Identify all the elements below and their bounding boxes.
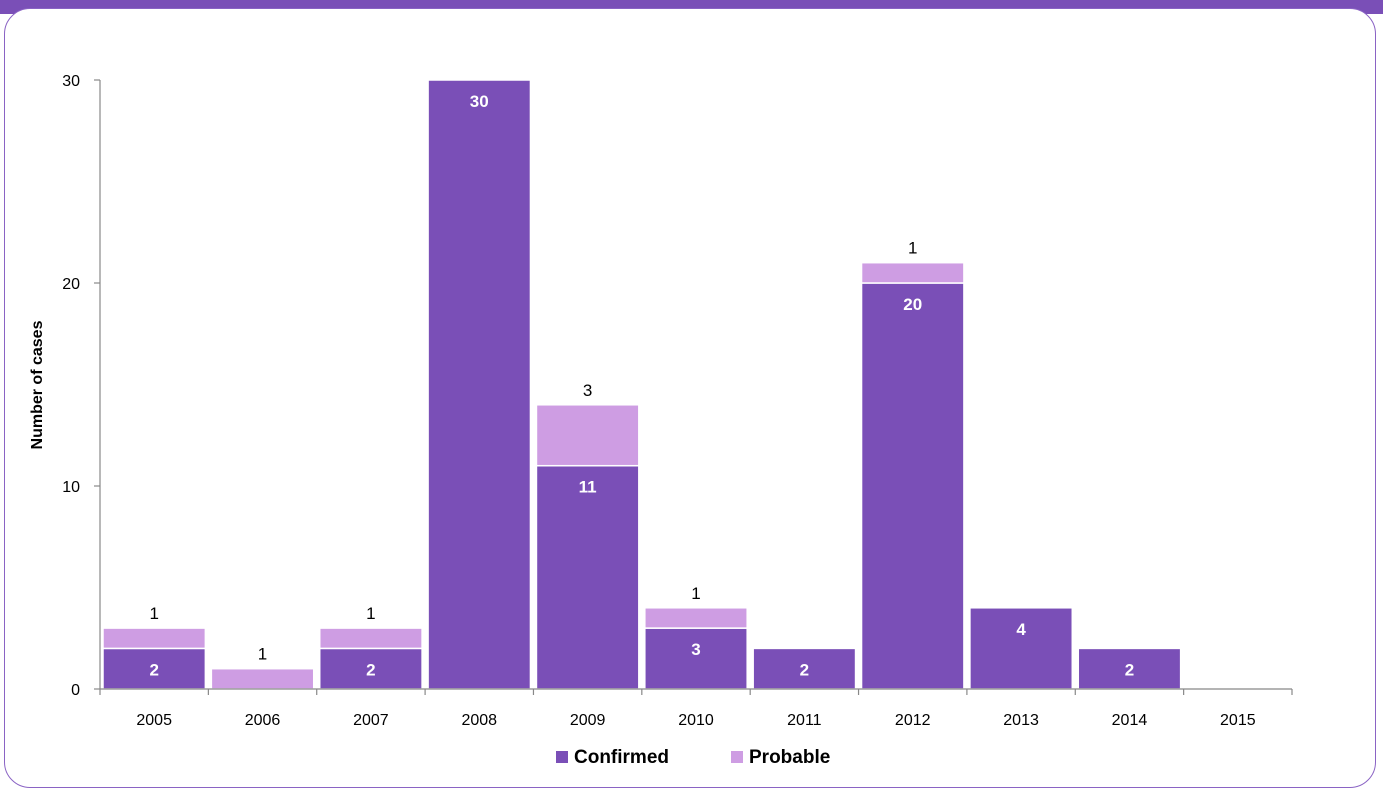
label-confirmed-2011: 2 xyxy=(800,660,809,679)
x-tick-label-2014: 2014 xyxy=(1112,712,1148,729)
label-confirmed-2009: 11 xyxy=(579,478,597,497)
label-confirmed-2010: 3 xyxy=(691,640,700,659)
legend: Confirmed Probable xyxy=(556,747,830,768)
legend-swatch-confirmed xyxy=(556,751,568,763)
y-tick-label-30: 30 xyxy=(62,73,80,90)
bars-layer xyxy=(102,79,1182,690)
legend-label-probable: Probable xyxy=(749,747,830,768)
bar-probable-2005 xyxy=(102,627,207,650)
label-probable-2007: 1 xyxy=(366,604,375,623)
label-confirmed-2014: 2 xyxy=(1125,660,1134,679)
bar-probable-2010 xyxy=(644,607,748,629)
bar-probable-2007 xyxy=(318,627,423,650)
x-tick-label-2011: 2011 xyxy=(787,712,822,729)
label-probable-2005: 1 xyxy=(149,604,158,623)
x-tick-label-2007: 2007 xyxy=(353,712,389,729)
x-tick-label-2015: 2015 xyxy=(1220,712,1256,729)
x-tick-label-2005: 2005 xyxy=(136,712,172,729)
y-tick-label-20: 20 xyxy=(62,276,80,293)
bar-confirmed-2012 xyxy=(860,282,965,690)
bar-confirmed-2014 xyxy=(1077,647,1182,690)
y-tick-label-0: 0 xyxy=(71,682,80,699)
bar-confirmed-2010 xyxy=(644,627,748,690)
bar-probable-2012 xyxy=(860,261,965,284)
x-tick-label-2013: 2013 xyxy=(1003,712,1039,729)
label-probable-2006: 1 xyxy=(258,645,267,664)
bar-probable-2006 xyxy=(210,667,315,690)
label-confirmed-2008: 30 xyxy=(470,92,489,111)
x-tick-label-2008: 2008 xyxy=(461,712,497,729)
x-tick-label-2006: 2006 xyxy=(245,712,281,729)
label-confirmed-2013: 4 xyxy=(1016,620,1026,639)
legend-swatch-probable xyxy=(731,751,743,763)
bar-confirmed-2009 xyxy=(535,464,640,690)
label-confirmed-2005: 2 xyxy=(149,660,158,679)
label-confirmed-2007: 2 xyxy=(366,660,375,679)
legend-label-confirmed: Confirmed xyxy=(574,747,669,768)
x-tick-label-2010: 2010 xyxy=(678,712,714,729)
x-tick-label-2009: 2009 xyxy=(570,712,606,729)
label-probable-2009: 3 xyxy=(583,381,592,400)
label-probable-2012: 1 xyxy=(908,239,917,258)
x-tick-label-2012: 2012 xyxy=(895,712,931,729)
bar-confirmed-2008 xyxy=(427,79,532,690)
y-tick-label-10: 10 xyxy=(62,479,80,496)
bar-confirmed-2007 xyxy=(318,647,423,690)
label-confirmed-2012: 20 xyxy=(903,295,922,314)
bar-probable-2009 xyxy=(535,404,640,467)
bar-confirmed-2013 xyxy=(969,607,1074,690)
y-axis-label: Number of cases xyxy=(29,320,46,449)
label-probable-2010: 1 xyxy=(691,584,700,603)
